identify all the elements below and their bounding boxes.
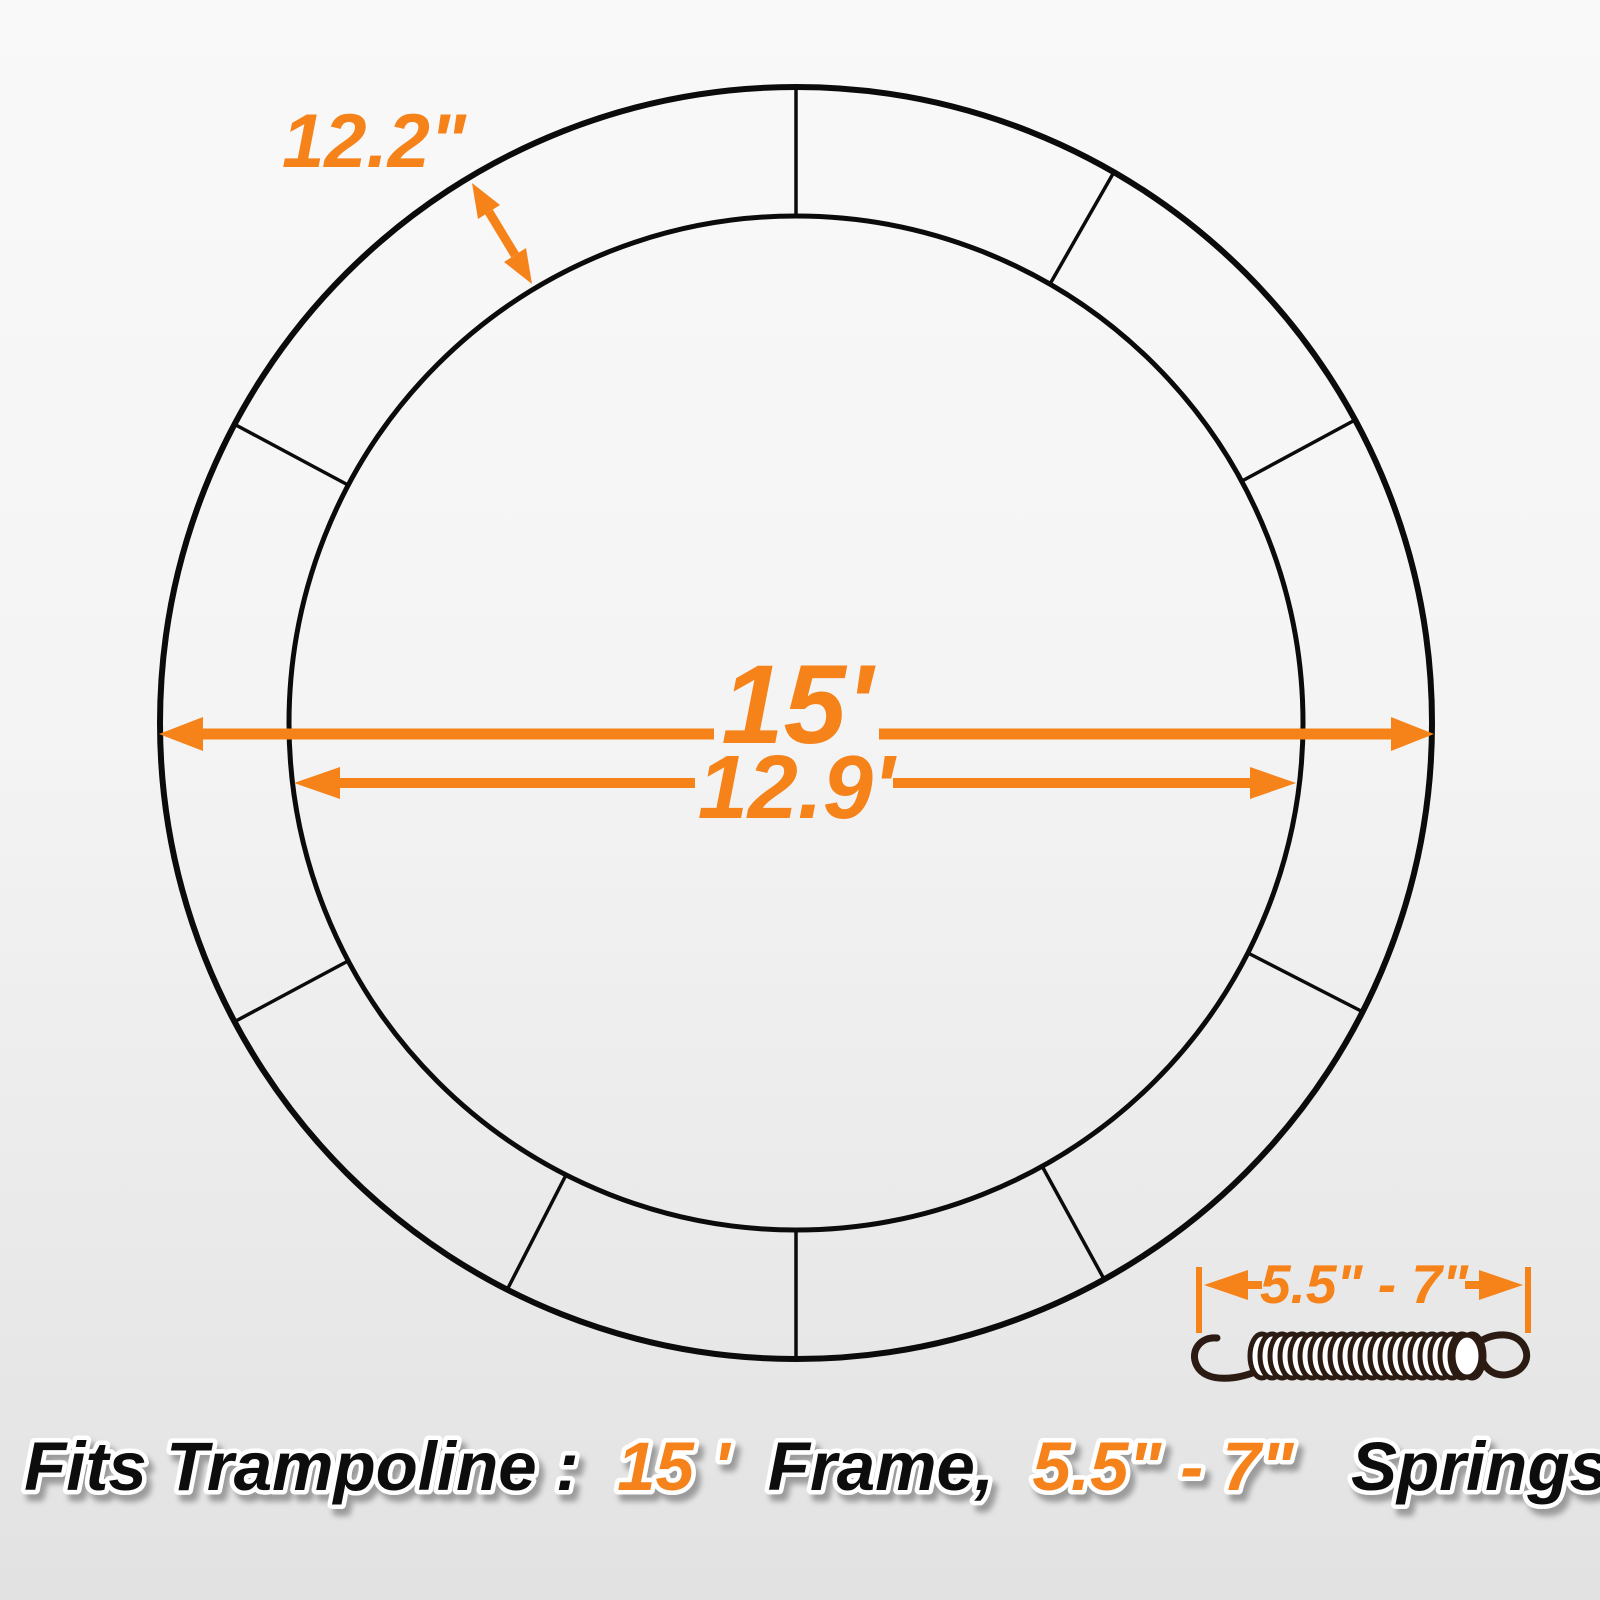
- ring-width-arrowhead-inner: [504, 248, 532, 284]
- segment-divider-330: [1247, 951, 1364, 1014]
- spring-length-label: 5.5" - 7": [1260, 1253, 1469, 1315]
- outer-diameter-label: 15': [721, 642, 876, 767]
- outer-diameter-arrowhead-left: [159, 717, 203, 751]
- spring-length-end-bar-left: [1196, 1267, 1202, 1333]
- segment-divider-30: [1241, 418, 1356, 483]
- fits-caption: Fits Trampoline : 15 ' Frame, 5.5" - 7" …: [24, 1428, 1600, 1505]
- caption-segment-prefix: Fits Trampoline :: [24, 1428, 598, 1505]
- segment-divider-60: [1048, 171, 1116, 285]
- spring-length-end-bar-right: [1525, 1267, 1531, 1333]
- spring-length-arrow: [1196, 1267, 1531, 1333]
- caption-segment-suffix: Springs: [1313, 1428, 1600, 1505]
- outer-diameter-arrow: [159, 717, 1434, 751]
- segment-divider-210: [233, 959, 349, 1024]
- segment-divider-150: [233, 422, 349, 487]
- caption-segment-frame-value: 15 ': [617, 1428, 732, 1505]
- inner-diameter-arrowhead-right: [1250, 767, 1296, 799]
- caption-segment-middle: Frame,: [749, 1428, 1014, 1505]
- spring-illustration: [1191, 1331, 1531, 1382]
- inner-diameter-label: 12.9': [698, 738, 897, 838]
- inner-diameter-arrowhead-left: [294, 767, 340, 799]
- outer-diameter-arrowhead-right: [1391, 717, 1434, 751]
- segment-divider-243: [505, 1174, 568, 1291]
- spring-end-loop: [1450, 1332, 1484, 1380]
- inner-diameter-arrow: [294, 767, 1296, 799]
- ring-width-arrowhead-outer: [472, 183, 500, 219]
- spring-length-arrowhead-left: [1204, 1270, 1248, 1300]
- spring-left-hook: [1191, 1334, 1268, 1382]
- caption-segment-spring-value: 5.5" - 7": [1032, 1428, 1294, 1505]
- spring-right-hook: [1472, 1331, 1531, 1379]
- ring-width-label: 12.2": [282, 99, 467, 184]
- ring-width-arrow-shaft: [485, 209, 519, 258]
- spring-length-arrowhead-right: [1479, 1270, 1523, 1300]
- ring-width-arrow: [472, 183, 532, 284]
- pad-ring: [157, 84, 1435, 1362]
- segment-divider-300: [1040, 1165, 1106, 1280]
